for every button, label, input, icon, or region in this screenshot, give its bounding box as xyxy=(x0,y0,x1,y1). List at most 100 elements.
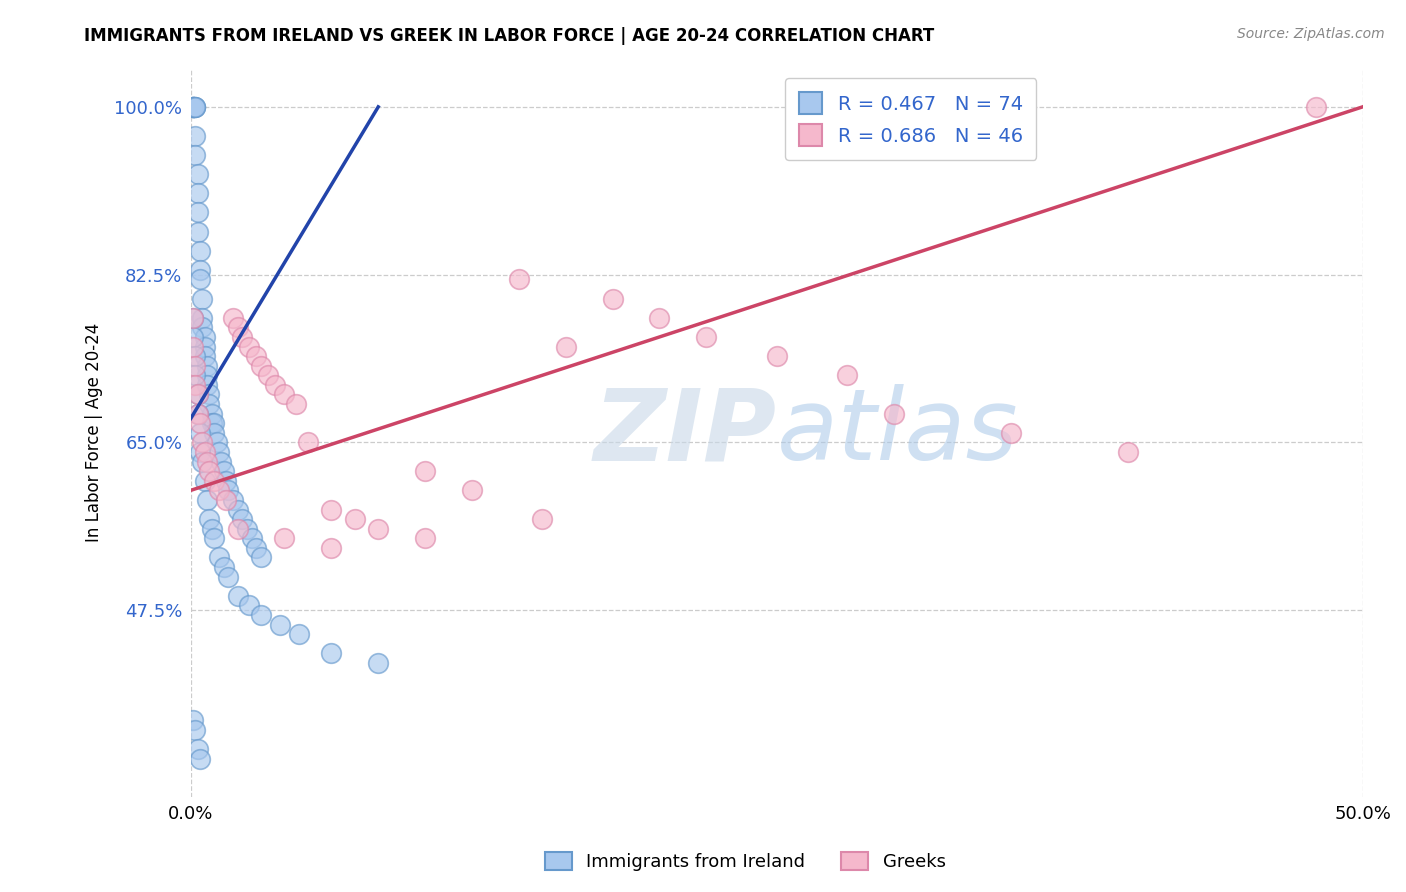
Point xyxy=(222,492,245,507)
Point xyxy=(212,560,235,574)
Point xyxy=(602,292,624,306)
Point xyxy=(883,407,905,421)
Point xyxy=(321,541,343,555)
Point xyxy=(215,492,238,507)
Point xyxy=(188,244,211,258)
Point xyxy=(297,435,319,450)
Point xyxy=(367,656,389,670)
Point xyxy=(181,340,204,354)
Point xyxy=(835,368,858,383)
Point xyxy=(181,714,204,728)
Point xyxy=(181,310,204,325)
Text: atlas: atlas xyxy=(776,384,1018,482)
Point xyxy=(195,377,218,392)
Point xyxy=(287,627,309,641)
Point xyxy=(191,310,214,325)
Point xyxy=(245,349,267,363)
Point xyxy=(245,541,267,555)
Point xyxy=(367,522,389,536)
Point xyxy=(208,445,231,459)
Point xyxy=(554,340,576,354)
Point xyxy=(198,464,221,478)
Point xyxy=(508,272,530,286)
Point xyxy=(250,550,273,565)
Point xyxy=(188,263,211,277)
Point xyxy=(187,407,209,421)
Point xyxy=(181,310,204,325)
Point xyxy=(250,607,273,622)
Point xyxy=(187,205,209,219)
Point xyxy=(184,100,207,114)
Point xyxy=(187,387,209,401)
Point xyxy=(184,349,207,363)
Text: ZIP: ZIP xyxy=(593,384,776,482)
Text: Source: ZipAtlas.com: Source: ZipAtlas.com xyxy=(1237,27,1385,41)
Point xyxy=(184,723,207,737)
Point xyxy=(257,368,280,383)
Point xyxy=(194,445,217,459)
Point xyxy=(187,742,209,756)
Point xyxy=(194,330,217,344)
Point xyxy=(231,330,253,344)
Point xyxy=(250,359,273,373)
Point xyxy=(238,599,260,613)
Point xyxy=(226,589,249,603)
Point xyxy=(184,100,207,114)
Point xyxy=(269,617,291,632)
Point xyxy=(273,531,295,545)
Point xyxy=(226,522,249,536)
Point xyxy=(413,464,436,478)
Point xyxy=(209,454,232,468)
Point xyxy=(226,502,249,516)
Point xyxy=(765,349,787,363)
Point xyxy=(195,368,218,383)
Point xyxy=(531,512,554,526)
Point xyxy=(191,454,214,468)
Text: IMMIGRANTS FROM IRELAND VS GREEK IN LABOR FORCE | AGE 20-24 CORRELATION CHART: IMMIGRANTS FROM IRELAND VS GREEK IN LABO… xyxy=(84,27,935,45)
Point xyxy=(236,522,259,536)
Point xyxy=(181,100,204,114)
Point xyxy=(181,100,204,114)
Point xyxy=(198,512,221,526)
Legend: Immigrants from Ireland, Greeks: Immigrants from Ireland, Greeks xyxy=(537,845,953,879)
Point xyxy=(321,502,343,516)
Point xyxy=(321,646,343,660)
Point xyxy=(1305,100,1327,114)
Point xyxy=(188,445,211,459)
Point xyxy=(194,474,217,488)
Point xyxy=(195,492,218,507)
Point xyxy=(198,397,221,411)
Point xyxy=(187,225,209,239)
Y-axis label: In Labor Force | Age 20-24: In Labor Force | Age 20-24 xyxy=(86,323,103,542)
Point xyxy=(184,368,207,383)
Point xyxy=(222,310,245,325)
Point xyxy=(264,377,287,392)
Point xyxy=(188,272,211,286)
Point xyxy=(181,100,204,114)
Point xyxy=(202,474,225,488)
Point xyxy=(212,464,235,478)
Point xyxy=(1116,445,1139,459)
Point xyxy=(215,474,238,488)
Point xyxy=(202,531,225,545)
Point xyxy=(187,407,209,421)
Point xyxy=(695,330,717,344)
Point xyxy=(273,387,295,401)
Point xyxy=(201,522,224,536)
Point xyxy=(238,340,260,354)
Point xyxy=(202,416,225,430)
Point xyxy=(343,512,366,526)
Point xyxy=(184,128,207,143)
Point xyxy=(195,359,218,373)
Point xyxy=(191,292,214,306)
Point xyxy=(194,349,217,363)
Point xyxy=(184,359,207,373)
Point xyxy=(648,310,671,325)
Point xyxy=(181,330,204,344)
Point xyxy=(226,320,249,334)
Point xyxy=(201,416,224,430)
Point xyxy=(181,100,204,114)
Point xyxy=(181,100,204,114)
Point xyxy=(217,483,239,498)
Point xyxy=(208,483,231,498)
